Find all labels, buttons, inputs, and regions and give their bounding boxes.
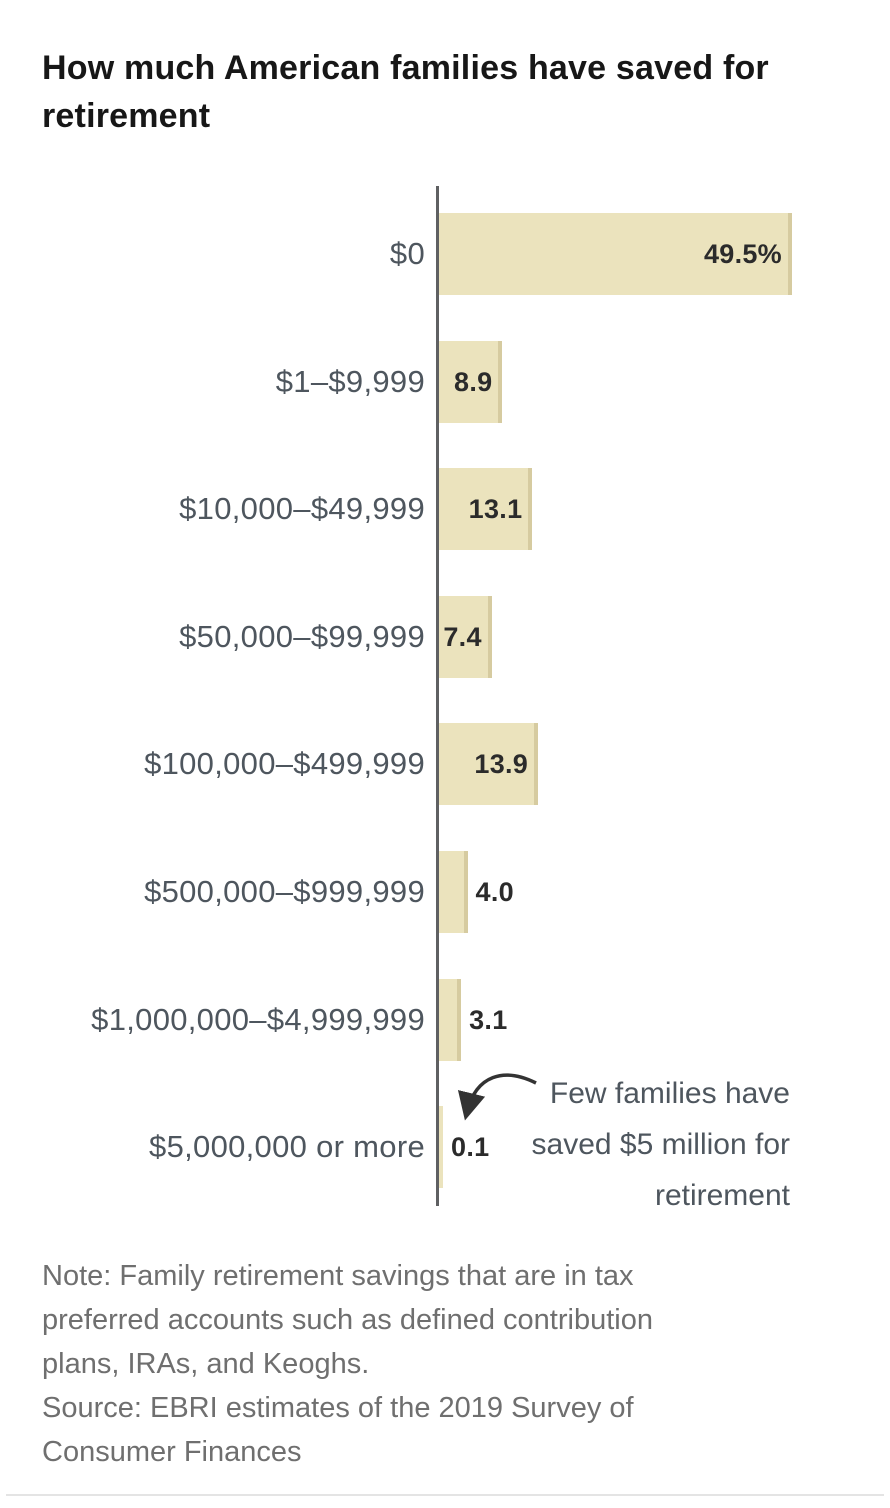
bar [439, 1106, 443, 1188]
category-label: $10,000–$49,999 [179, 491, 425, 526]
value-label: 0.1 [451, 1131, 490, 1162]
annotation-line-3: retirement [654, 1179, 790, 1212]
value-label: 13.1 [468, 493, 523, 524]
bar [439, 596, 492, 678]
chart-title-line-2: retirement [42, 97, 211, 135]
value-label: 8.9 [454, 366, 493, 397]
value-label: 7.4 [443, 621, 482, 652]
bottom-divider [6, 1494, 884, 1496]
value-label: 3.1 [469, 1004, 508, 1035]
bar [439, 213, 792, 295]
category-label: $100,000–$499,999 [144, 746, 425, 781]
category-label: $500,000–$999,999 [144, 874, 425, 909]
note-line-3: plans, IRAs, and Keoghs. [42, 1348, 370, 1380]
chart-title-line-1: How much American families have saved fo… [42, 49, 769, 87]
value-label: 49.5% [703, 238, 782, 269]
category-label: $1–$9,999 [275, 364, 425, 399]
source-line-1: Source: EBRI estimates of the 2019 Surve… [42, 1392, 634, 1424]
bar [439, 851, 468, 933]
category-label: $1,000,000–$4,999,999 [91, 1002, 425, 1037]
value-label: 13.9 [474, 748, 529, 779]
value-label: 4.0 [475, 876, 514, 907]
bar [439, 341, 503, 423]
annotation-text: Few families have saved $5 million for r… [532, 1068, 790, 1221]
category-label: $50,000–$99,999 [179, 619, 425, 654]
note-line-1: Note: Family retirement savings that are… [42, 1260, 634, 1292]
note-and-source: Note: Family retirement savings that are… [42, 1254, 653, 1474]
chart-title: How much American families have saved fo… [42, 44, 769, 140]
annotation-line-2: saved $5 million for [531, 1128, 790, 1161]
bar [439, 468, 533, 550]
y-axis-line [436, 186, 439, 1206]
category-label: $5,000,000 or more [149, 1129, 425, 1164]
bar [439, 723, 539, 805]
note-line-2: preferred accounts such as defined contr… [42, 1304, 653, 1336]
annotation-line-1: Few families have [549, 1077, 790, 1110]
annotation-arrow-icon [457, 1073, 537, 1121]
category-label: $0 [389, 236, 425, 271]
bar [439, 979, 462, 1061]
source-line-2: Consumer Finances [42, 1436, 302, 1468]
